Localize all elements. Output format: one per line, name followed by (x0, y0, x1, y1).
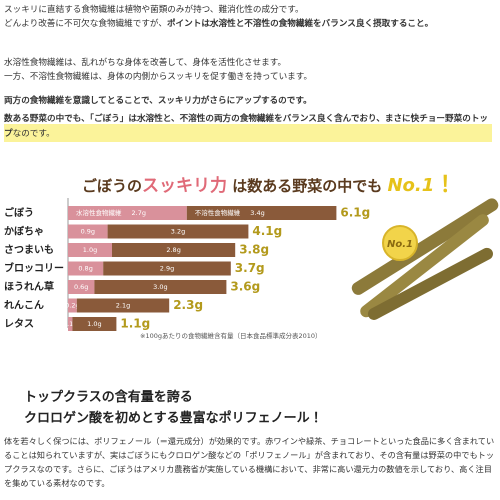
title-part: は数ある野菜の中でも (227, 177, 387, 195)
bar-segment (68, 298, 77, 313)
bold-text: 数ある野菜の中でも、「ごぼう」は水溶性と、不溶性の両方の食物繊維をバランス良く含… (4, 114, 471, 124)
bar-segment (68, 317, 73, 331)
category-label: ほうれん草 (4, 280, 54, 293)
chart: ごぼうのスッキリ力 は数ある野菜の中でも No.1！ No.1 ※100gあたり… (4, 173, 499, 340)
total-label: 3.7g (235, 261, 265, 275)
total-label: 6.1g (340, 206, 370, 220)
value-label: 0.9g (81, 228, 95, 236)
value-label: 0.6g (74, 283, 88, 291)
value-label: 0.1g (63, 320, 77, 328)
segment-label: 不溶性食物繊維 3.4g (195, 208, 265, 217)
text: なのです。 (12, 129, 55, 139)
bar-segment (103, 261, 231, 276)
section-heading: トップクラスの含有量を誇る (24, 390, 193, 405)
chart-note: ※100gあたりの食物繊維含有量（日本食品標準成分表2010） (140, 331, 322, 340)
burdock-image: No.1 (351, 198, 499, 320)
value-label: 2.7g (132, 209, 146, 217)
category-label: ごぼう (4, 206, 34, 219)
value-label: 1.0g (83, 246, 97, 254)
intro-line: スッキリに直結する食物繊維は植物や菌類のみが持つ、難消化性の成分です。 (4, 3, 304, 15)
bar-segment (68, 280, 95, 294)
total-label: 4.1g (252, 224, 282, 238)
title-part: ！ (434, 173, 456, 198)
bar-segment (72, 317, 117, 331)
value-label: 0.8g (78, 265, 92, 273)
total-label: 3.8g (239, 243, 269, 257)
value-label: 3.2g (171, 228, 185, 236)
text: 水溶性食物繊維は、乱れがちな身体を改善して、身体を活性化させます。 (4, 58, 287, 68)
total-label: 1.1g (120, 317, 150, 331)
category-label: ブロッコリー (4, 262, 64, 275)
category-label: レタス (4, 318, 34, 330)
chart-title: ごぼうのスッキリ力 は数ある野菜の中でも No.1！ (82, 173, 456, 198)
title-part: スッキリ力 (142, 175, 227, 196)
title-part: No.1 (387, 175, 434, 196)
bold-text: ポイントは水溶性と不溶性の食物繊維をバランス良く摂取すること。 (166, 19, 434, 29)
bold-text: トップ (4, 114, 489, 139)
section-body: 体を若々しく保つには、ポリフェノール（＝還元成分）が効果的です。赤ワインや緑茶、… (4, 436, 495, 488)
section-heading: クロロゲン酸を初めとする豊富なポリフェノール！ (24, 411, 323, 426)
text: 一方、不溶性食物繊維は、身体の内側からスッキリを促す働きを持っています。 (4, 72, 313, 82)
bar-segment (68, 206, 187, 220)
category-label: れんこん (4, 300, 44, 312)
value-label: 0.2g (65, 302, 79, 310)
category-label: さつまいも (4, 244, 54, 256)
category-label: かぼちゃ (4, 225, 44, 238)
intro-line: どんより改善に不可欠な食物繊維ですが、ポイントは水溶性と不溶性の食物繊維をバラン… (4, 17, 433, 29)
value-label: 3.0g (153, 283, 167, 291)
total-label: 3.6g (230, 280, 260, 294)
value-label: 1.0g (87, 320, 101, 328)
total-label: 2.3g (173, 298, 203, 312)
intro-line: 両方の食物繊維を意識してとることで、スッキリ力がさらにアップするのです。 (4, 94, 312, 106)
segment-label: 水溶性食物繊維 2.7g (76, 208, 146, 217)
value-label: 2.9g (160, 265, 174, 273)
highlight: 数ある野菜の中でも、「ごぼう」は水溶性と、不溶性の両方の食物繊維をバランス良く含… (4, 112, 492, 142)
bar-segment (107, 224, 249, 239)
series-name: 不溶性食物繊維 (195, 208, 241, 217)
value-label: 2.8g (166, 246, 180, 254)
text: どんより改善に不可欠な食物繊維ですが、 (4, 19, 167, 29)
bar-segment (76, 298, 170, 313)
series-name: 水溶性食物繊維 (76, 208, 122, 217)
value-label: 3.4g (250, 209, 264, 217)
bar-segment (68, 243, 112, 257)
bar-segment (68, 224, 108, 239)
value-label: 2.1g (116, 302, 130, 310)
text: スッキリに直結する食物繊維は植物や菌類のみが持つ、難消化性の成分です。 (4, 5, 304, 15)
title-part: ごぼうの (82, 177, 142, 195)
intro-line: 一方、不溶性食物繊維は、身体の内側からスッキリを促す働きを持っています。 (4, 70, 312, 82)
bar-segment (68, 261, 104, 276)
intro-line: 水溶性食物繊維は、乱れがちな身体を改善して、身体を活性化させます。 (4, 56, 286, 68)
badge-text: No.1 (387, 239, 413, 250)
bar-segment (186, 206, 337, 220)
bar-segment (94, 280, 227, 294)
bold-text: 両方の食物繊維を意識してとることで、スッキリ力がさらにアップするのです。 (4, 96, 312, 106)
bar-segment (112, 243, 236, 257)
